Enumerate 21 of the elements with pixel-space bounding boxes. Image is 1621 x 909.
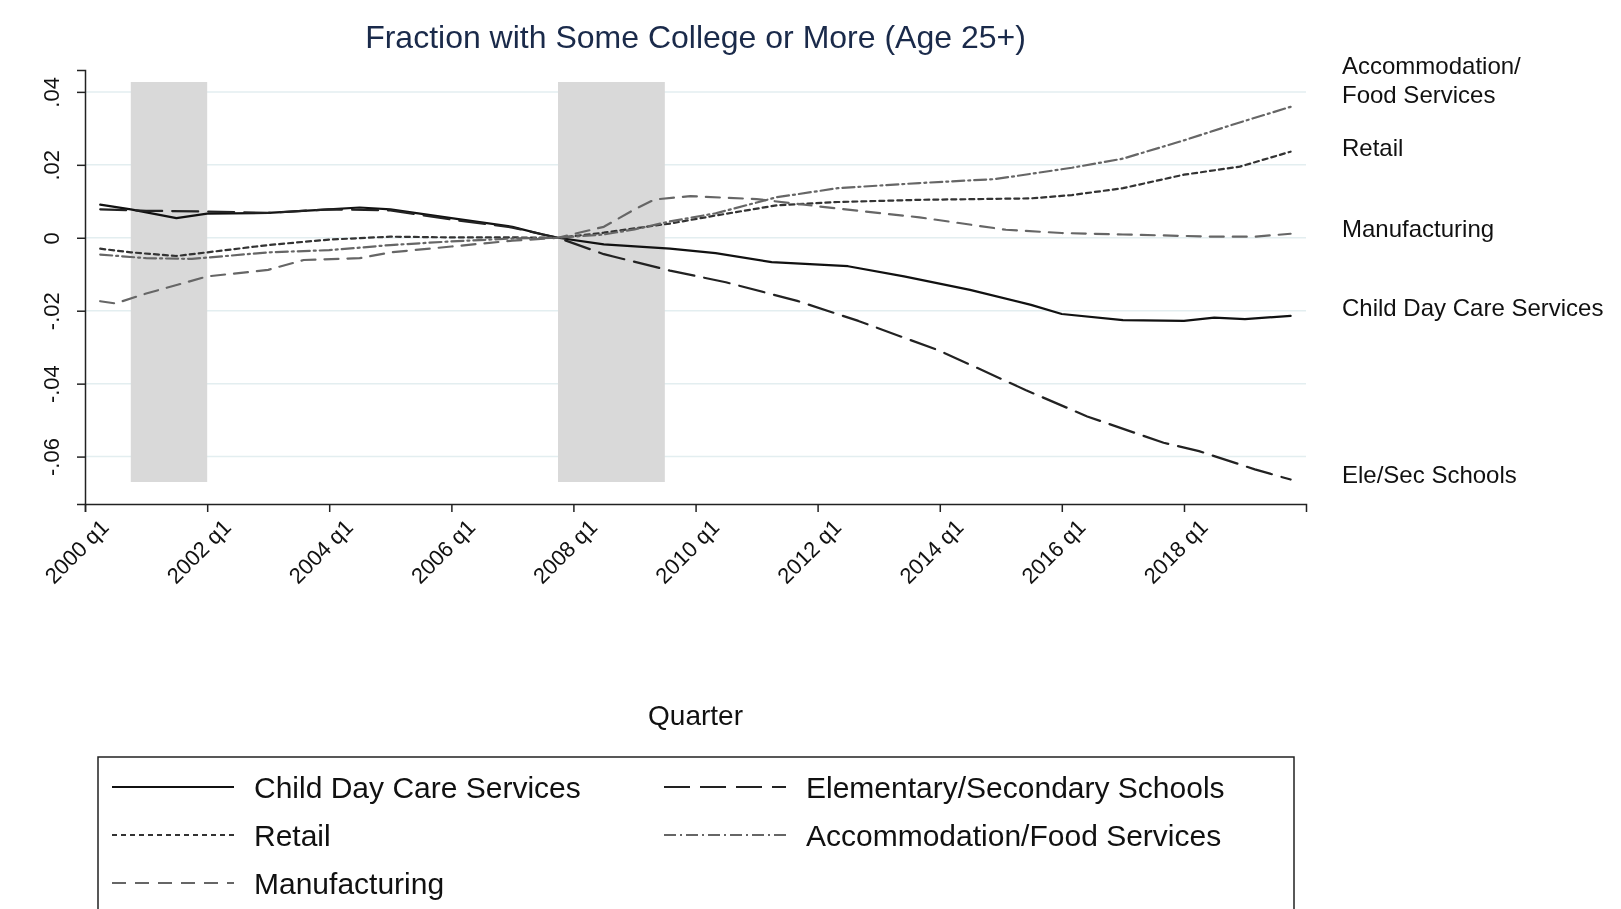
y-tick-label: -.04 xyxy=(38,365,64,404)
text: Retail xyxy=(1342,134,1404,162)
legend-label: Manufacturing xyxy=(254,866,445,900)
y-tick-label: .04 xyxy=(38,77,64,108)
y-tick-label: -.02 xyxy=(38,292,64,331)
y-tick-label: -.06 xyxy=(38,438,64,477)
text: Accommodation/ Food Services xyxy=(1342,52,1522,108)
text: Child Day Care Services xyxy=(1342,294,1604,322)
y-tick-label: 0 xyxy=(38,232,64,245)
legend-label: Retail xyxy=(254,818,331,852)
y-tick-label: .02 xyxy=(38,150,64,181)
line-series xyxy=(99,150,1292,258)
legend-label: Child Day Care Services xyxy=(254,770,581,804)
text: Ele/Sec Schools xyxy=(1342,461,1517,489)
chart-title: Fraction with Some College or More (Age 25+) xyxy=(365,19,1026,55)
text: Manufacturing xyxy=(1342,215,1495,243)
line-series xyxy=(99,208,1292,481)
legend-label: Accommodation/Food Services xyxy=(806,818,1222,852)
legend-label: Elementary/Secondary Schools xyxy=(806,770,1225,804)
x-axis-title: Quarter xyxy=(648,700,743,731)
line-series xyxy=(99,203,1292,323)
